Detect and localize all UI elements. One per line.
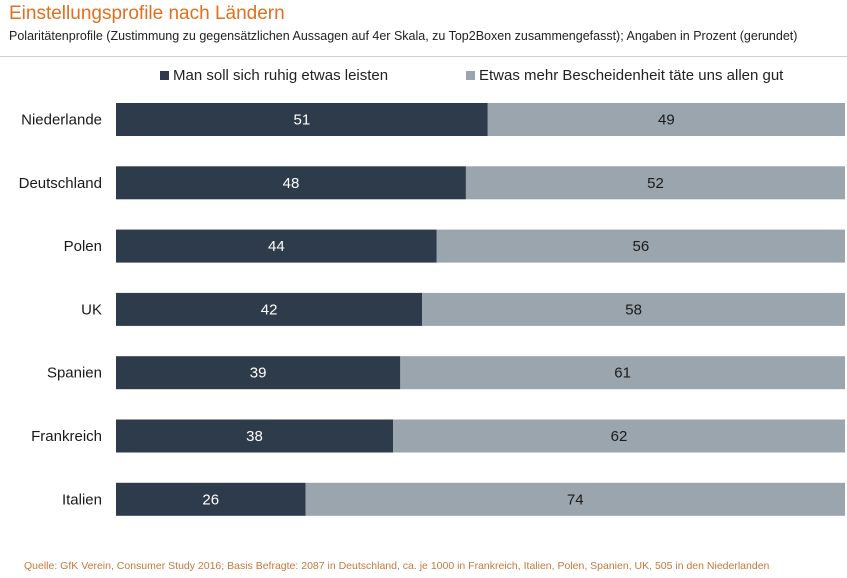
- legend-label-series-2: Etwas mehr Bescheidenheit täte uns allen…: [479, 67, 784, 84]
- data-label-frankreich-series-1: 38: [246, 428, 263, 445]
- data-label-spanien-series-2: 61: [614, 365, 631, 382]
- chart-subtitle: Polaritätenprofile (Zustimmung zu gegens…: [9, 29, 798, 43]
- bar-uk-series-1: [116, 292, 423, 326]
- data-label-frankreich-series-2: 62: [611, 428, 628, 445]
- bar-deutschland-series-1: [116, 166, 466, 200]
- bar-niederlande-series-1: [116, 103, 488, 136]
- bar-uk-series-2: [422, 292, 845, 326]
- data-label-uk-series-2: 58: [625, 301, 642, 318]
- legend-swatch-series-2: [466, 71, 475, 80]
- category-label-frankreich: Frankreich: [31, 428, 102, 445]
- legend-item-series-1: Man soll sich ruhig etwas leisten: [160, 67, 388, 84]
- data-label-deutschland-series-2: 52: [647, 175, 664, 192]
- category-label-deutschland: Deutschland: [19, 175, 102, 192]
- bar-italien-series-1: [116, 482, 306, 516]
- header-divider: [0, 56, 847, 57]
- legend-swatch-series-1: [160, 71, 169, 80]
- category-label-spanien: Spanien: [47, 365, 102, 382]
- data-label-deutschland-series-1: 48: [283, 175, 300, 192]
- data-label-uk-series-1: 42: [261, 301, 278, 318]
- category-label-polen: Polen: [64, 238, 102, 255]
- bar-frankreich-series-2: [393, 419, 845, 453]
- data-label-polen-series-1: 44: [268, 238, 285, 255]
- data-label-niederlande-series-2: 49: [658, 112, 675, 129]
- bar-deutschland-series-2: [465, 166, 845, 200]
- source-footnote: Quelle: GfK Verein, Consumer Study 2016;…: [24, 560, 770, 572]
- bar-spanien-series-1: [116, 356, 401, 390]
- data-label-niederlande-series-1: 51: [294, 112, 311, 129]
- data-label-italien-series-2: 74: [567, 491, 584, 508]
- category-label-uk: UK: [81, 301, 102, 318]
- data-label-spanien-series-1: 39: [250, 365, 267, 382]
- bar-polen-series-1: [116, 229, 437, 263]
- bar-niederlande-series-2: [487, 103, 845, 136]
- legend: Man soll sich ruhig etwas leisten Etwas …: [0, 67, 847, 87]
- category-label-italien: Italien: [62, 491, 102, 508]
- data-label-italien-series-1: 26: [202, 491, 219, 508]
- data-label-polen-series-2: 56: [633, 238, 650, 255]
- category-label-niederlande: Niederlande: [21, 112, 102, 129]
- bar-polen-series-2: [436, 229, 845, 263]
- legend-item-series-2: Etwas mehr Bescheidenheit täte uns allen…: [466, 67, 783, 84]
- bar-spanien-series-2: [400, 356, 845, 390]
- bar-frankreich-series-1: [116, 419, 394, 453]
- chart-title: Einstellungsprofile nach Ländern: [9, 3, 285, 24]
- bar-italien-series-2: [305, 482, 845, 516]
- legend-label-series-1: Man soll sich ruhig etwas leisten: [173, 67, 389, 84]
